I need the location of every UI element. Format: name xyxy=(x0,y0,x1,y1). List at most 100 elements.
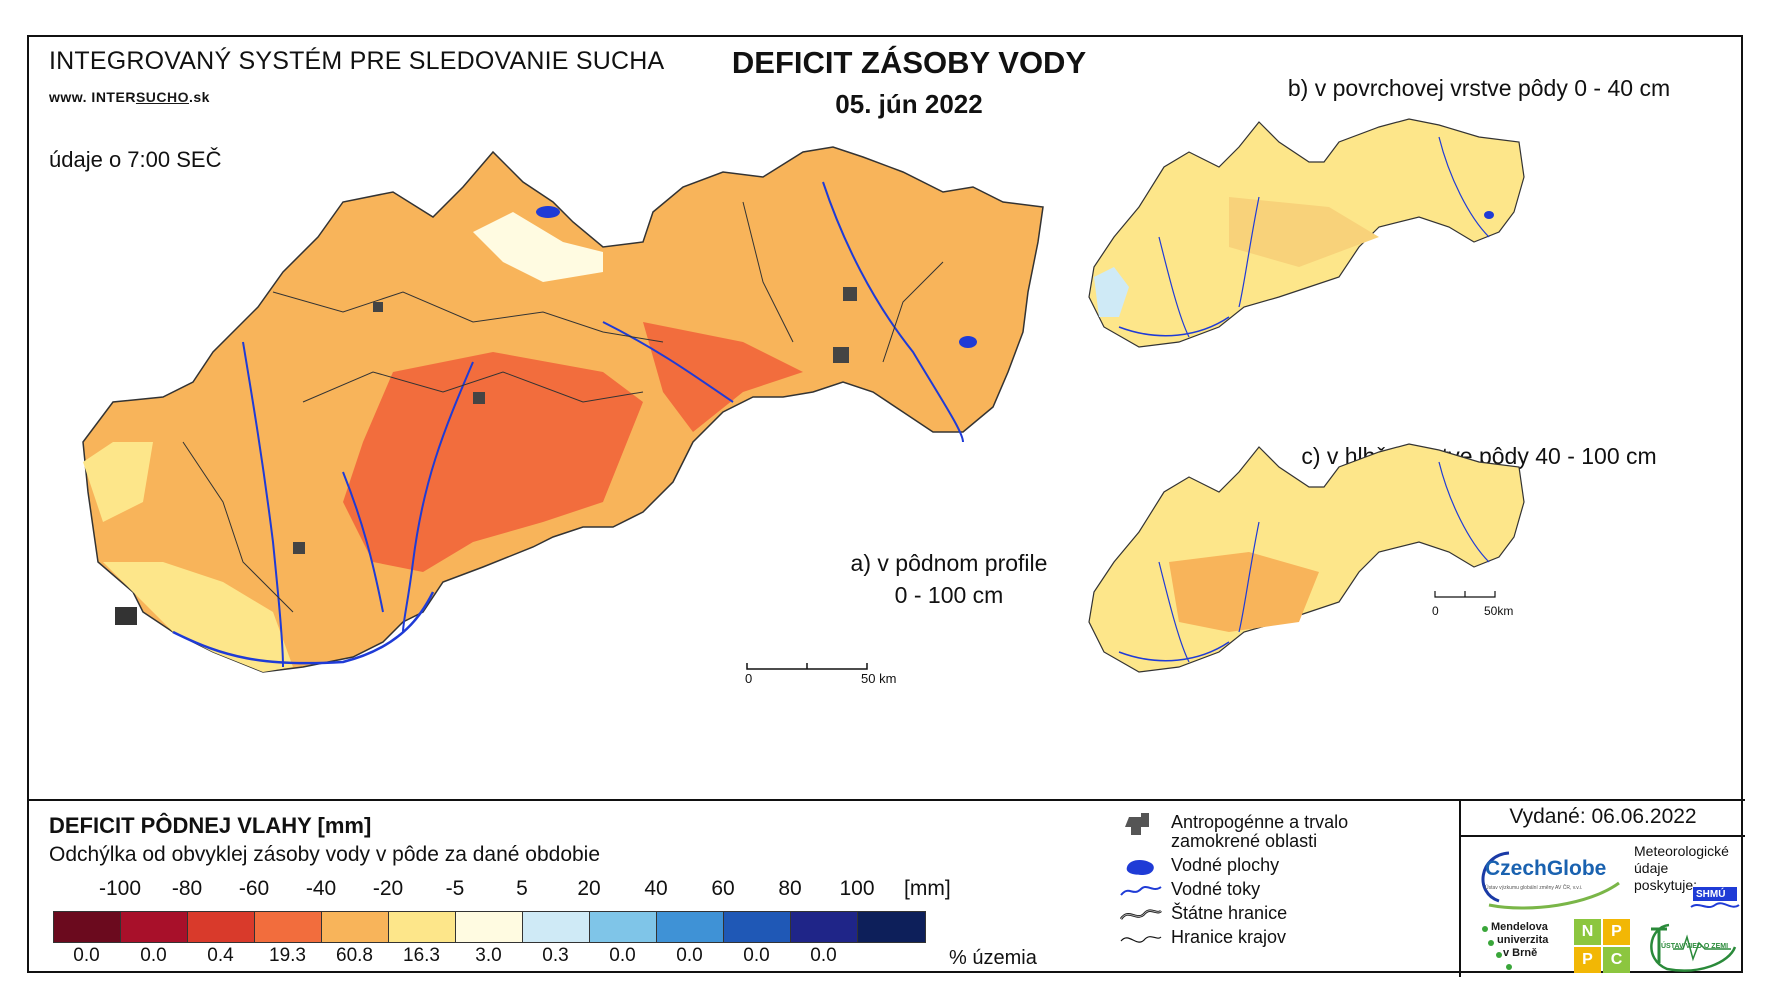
river-icon xyxy=(1120,886,1162,896)
urban-area-nitra xyxy=(293,542,305,554)
small-scale-bar xyxy=(1434,591,1496,598)
legend-percent: 19.3 xyxy=(269,945,306,966)
legend-color-swatch xyxy=(791,912,858,942)
legend-tick: -80 xyxy=(171,877,203,900)
issued-date: Vydané: 06.06.2022 xyxy=(1509,805,1697,828)
legend-percent: 0.0 xyxy=(140,945,167,966)
topsoil-drought-map xyxy=(1088,118,1525,348)
symbol-label: zamokrené oblasti xyxy=(1171,831,1318,851)
region-border-line-3 xyxy=(182,441,294,613)
symbol-urban: Antropogénne a trvalo zamokrené oblasti xyxy=(1119,813,1459,855)
urban-area-bystrica xyxy=(473,392,485,404)
map-frame: INTEGROVANÝ SYSTÉM PRE SLEDOVANIE SUCHA … xyxy=(27,35,1745,977)
meteo-line: údaje xyxy=(1634,860,1669,876)
symbol-label: Hranice krajov xyxy=(1171,927,1287,947)
main-scale-bar xyxy=(746,663,868,670)
legend-tick: 40 xyxy=(644,877,668,900)
mendel-line: univerzita xyxy=(1497,934,1549,946)
west-area xyxy=(83,442,153,522)
main-scale-zero: 0 xyxy=(745,671,753,686)
region-border-line-5 xyxy=(882,261,944,363)
water-body-icon xyxy=(1126,859,1154,875)
east-central-deficit-area xyxy=(643,322,803,432)
river-hron xyxy=(342,471,384,613)
main-scale-end: 50 km xyxy=(861,671,897,686)
main-drought-map xyxy=(82,146,1044,673)
legend-percent: 16.3 xyxy=(403,945,440,966)
mendel-logo xyxy=(1482,926,1512,970)
time-note: údaje o 7:00 SEČ xyxy=(49,147,222,172)
legend-percent: 0.0 xyxy=(676,945,703,966)
legend-percent: 0.0 xyxy=(743,945,770,966)
river-vah xyxy=(242,341,284,668)
legend-tick: 60 xyxy=(711,877,735,900)
map-a-label-line2: 0 - 100 cm xyxy=(894,582,1004,608)
legend-color-swatch xyxy=(523,912,590,942)
nppc-letter: N xyxy=(1574,919,1601,945)
legend-color-swatch xyxy=(456,912,523,942)
urban-area-zilina xyxy=(373,302,383,312)
czechglobe-text: CzechGlobe xyxy=(1485,857,1607,880)
map-a-label-line1: a) v pôdnom profile xyxy=(850,550,1048,576)
ustav-vied-o-zemi-logo xyxy=(1650,923,1737,972)
system-title: INTEGROVANÝ SYSTÉM PRE SLEDOVANIE SUCHA xyxy=(49,47,665,75)
website-sucho: SUCHO xyxy=(135,89,189,105)
legend-tick: -5 xyxy=(445,877,465,900)
legend-percent: 3.0 xyxy=(475,945,502,966)
legend-color-swatch xyxy=(188,912,255,942)
legend-tick: 80 xyxy=(778,877,802,900)
southwest-lowland-area xyxy=(103,562,293,672)
region-border-line-4 xyxy=(742,201,794,343)
legend-percents: 0.0 0.0 0.4 19.3 60.8 16.3 3.0 0.3 0.0 0… xyxy=(53,945,857,971)
tatra-area xyxy=(473,212,603,282)
legend-tick: -40 xyxy=(305,877,337,900)
urban-area-bratislava xyxy=(115,607,137,625)
topsoil-wet-area xyxy=(1094,267,1129,317)
legend-tick: -100 xyxy=(98,877,142,900)
legend-color-swatch xyxy=(724,912,791,942)
meteo-line: Meteorologické xyxy=(1634,843,1729,859)
website-prefix: www. INTER xyxy=(49,89,136,105)
legend-percent: 0.0 xyxy=(810,945,837,966)
map-a-label: a) v pôdnom profile 0 - 100 cm xyxy=(769,547,1129,611)
nppc-letter: P xyxy=(1603,919,1630,945)
river-dunaj xyxy=(172,591,435,665)
subsoil-drought-map xyxy=(1088,443,1525,673)
region-border-line-2 xyxy=(302,371,644,403)
subsoil-country-outline xyxy=(1088,443,1525,673)
state-border-icon xyxy=(1119,909,1162,920)
urban-area-presov xyxy=(843,287,857,301)
symbol-region-border: Hranice krajov xyxy=(1119,927,1459,951)
river-ipel xyxy=(402,361,474,633)
urban-area-icon xyxy=(1125,813,1149,835)
symbol-label: Vodné toky xyxy=(1171,879,1261,899)
nppc-letter: C xyxy=(1603,947,1630,973)
main-title: DEFICIT ZÁSOBY VODY xyxy=(731,45,1087,80)
mendel-line: v Brně xyxy=(1503,947,1538,959)
symbol-legend: Antropogénne a trvalo zamokrené oblasti … xyxy=(1119,813,1459,951)
legend-unit: [mm] xyxy=(904,877,951,900)
symbol-river: Vodné toky xyxy=(1119,879,1459,903)
water-body-orava xyxy=(536,206,560,218)
nppc-letter: P xyxy=(1574,947,1601,973)
region-border-icon xyxy=(1120,936,1162,943)
legend-percent: 0.4 xyxy=(207,945,234,966)
legend-tick: -60 xyxy=(238,877,270,900)
czechglobe-subtitle: Ústav výzkumu globální změny AV ČR, v.v.… xyxy=(1485,885,1583,891)
legend-color-swatch xyxy=(657,912,724,942)
map-date: 05. jún 2022 xyxy=(835,89,983,119)
subsoil-deficit-area xyxy=(1169,552,1319,632)
mendel-text: Mendelova univerzita v Brně xyxy=(1491,921,1548,960)
river-hornad xyxy=(602,321,734,403)
percent-label: % územia xyxy=(949,947,1037,969)
website-link[interactable]: www. INTERSUCHO.sk xyxy=(49,89,210,105)
small-scale-zero: 0 xyxy=(1432,604,1439,618)
legend-color-swatch xyxy=(255,912,322,942)
credits-divider xyxy=(1459,801,1461,977)
ustav-text: ÚSTAV VIED O ZEMI xyxy=(1661,943,1729,950)
legend-color-swatch xyxy=(121,912,188,942)
legend-color-bar xyxy=(53,911,926,943)
urban-area-kosice xyxy=(833,347,849,363)
legend-title: DEFICIT PÔDNEJ VLAHY [mm] xyxy=(49,813,372,838)
symbol-water: Vodné plochy xyxy=(1119,855,1459,879)
